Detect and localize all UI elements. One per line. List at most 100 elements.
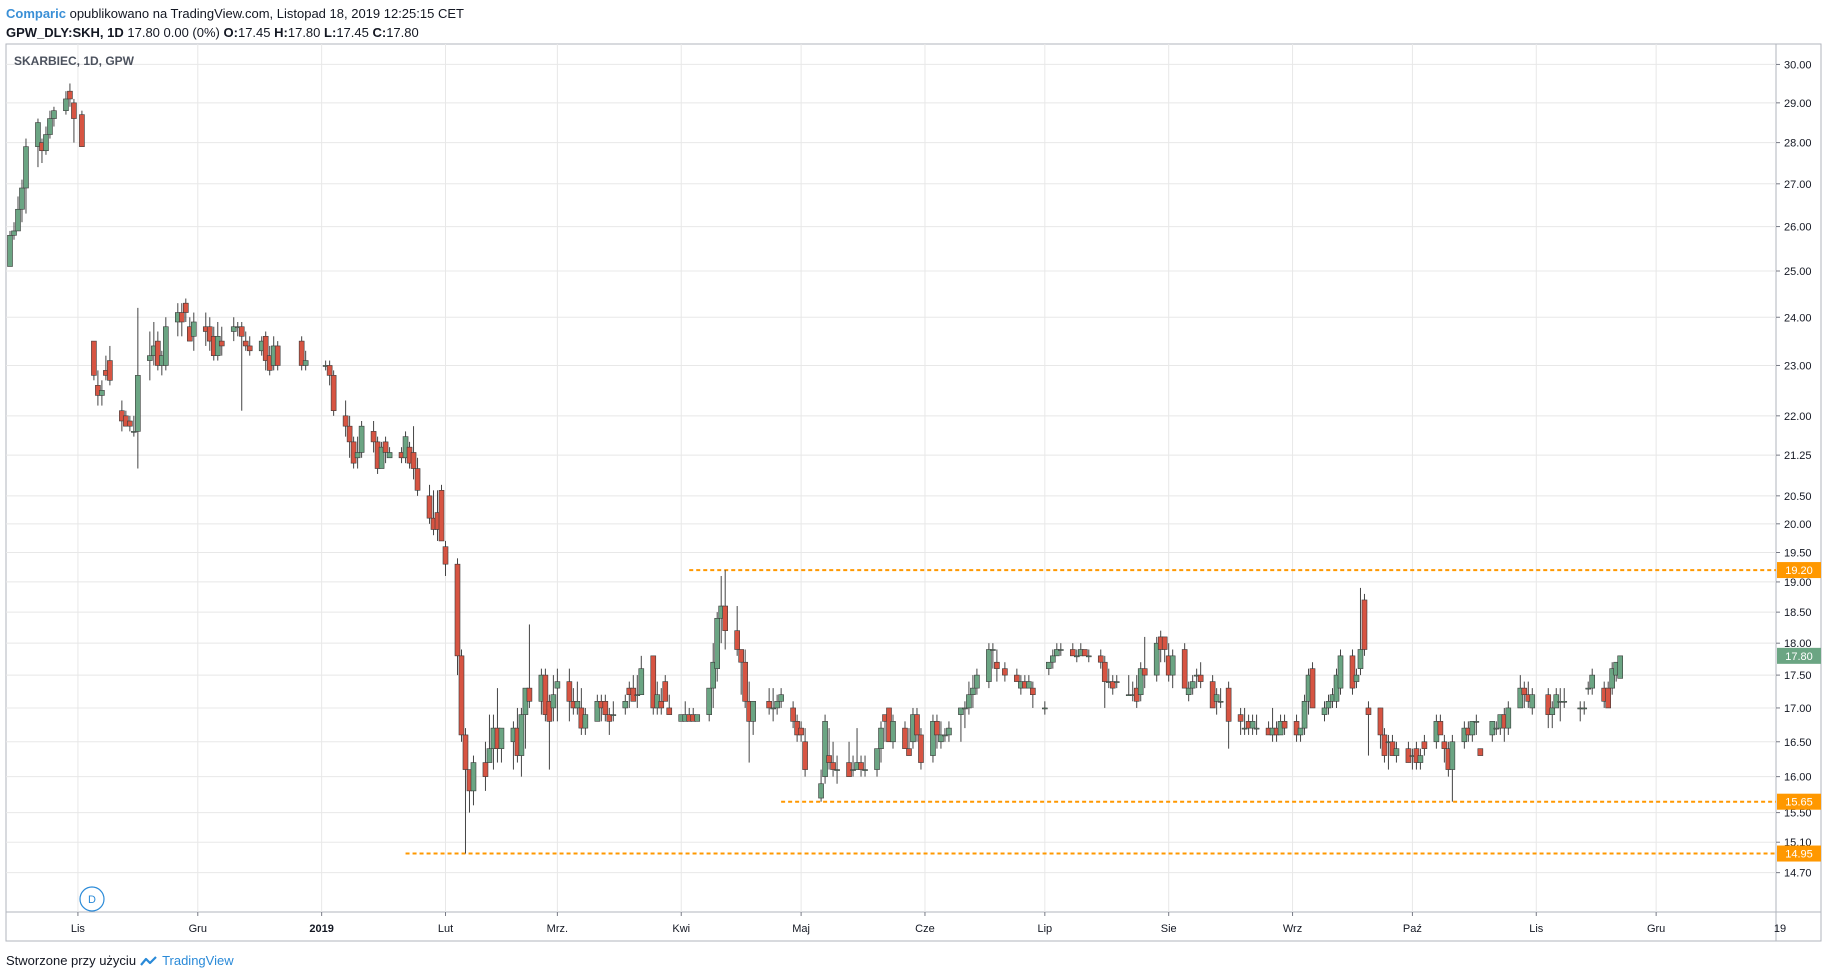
price-tick-label: 20.00 [1784,519,1812,531]
candle-down [1477,748,1484,756]
candle-down [127,415,133,432]
candle-up [1113,675,1120,689]
candle-down [1365,701,1372,756]
candle-down [494,688,501,763]
low-value: 17.45 [336,25,369,40]
candle-body [330,375,337,411]
candle-up [958,707,964,742]
candle-up [1297,727,1304,742]
candle-body [1169,655,1176,676]
candle-up [1489,721,1496,742]
candle-down [602,694,609,722]
candle-body [47,118,53,135]
candle-up [818,769,824,802]
candle-body [1549,707,1556,715]
publish-line: Comparic opublikowano na TradingView.com… [6,4,464,23]
candle-up [358,420,365,458]
candle-up [498,727,505,763]
interval-badge[interactable]: D [79,886,105,912]
candle-down [274,341,281,371]
candle-up [962,701,968,729]
candle-up [1137,662,1144,702]
candle-up [486,714,493,763]
last-quote: 17.80 0.00 (0%) [127,25,220,40]
candle-up [147,331,153,381]
candle-down [1545,688,1552,729]
candle-down [858,755,864,777]
candle-body [830,762,836,770]
candle-body [298,340,305,366]
candle-body [63,98,69,111]
candle-up [302,350,309,371]
candle-up [714,612,720,682]
candle-up [386,447,393,459]
candle-up [1301,694,1308,735]
price-tick-label: 18.50 [1784,607,1812,619]
candle-down [1521,681,1528,708]
author-link[interactable]: Comparic [6,6,66,21]
candle-down [1097,649,1104,669]
price-tick-label: 24.00 [1784,312,1812,324]
candle-down [442,540,449,576]
candle-body [582,714,589,729]
price-tick-label: 29.00 [1784,98,1812,110]
candle-down [662,675,669,702]
price-tick-label: 26.00 [1784,222,1812,234]
candle-down [155,331,161,371]
candle-body [694,714,701,722]
candle-body [1421,741,1428,749]
chart-header: Comparic opublikowano na TradingView.com… [6,4,464,42]
candle-down [458,649,465,742]
time-axis[interactable]: Lis Gru 2019 Lut Mrz. Kwi Maj Cze Lip Sie Wrz Paź Li… [71,912,1786,935]
candle-down [1209,675,1216,709]
time-tick-label: Sie [1161,923,1177,935]
candle-down [262,331,269,371]
candle-body [179,312,185,323]
tradingview-link[interactable]: TradingView [162,953,234,968]
candle-up [1026,675,1032,689]
candle-up [622,694,629,715]
price-tick-label: 27.00 [1784,179,1812,191]
level-lines [405,569,1776,855]
level-badge [1777,562,1821,579]
candle-up [822,714,828,784]
candle-down [218,326,225,356]
candle-up [190,312,197,351]
candle-body [554,681,561,689]
candle-down [326,360,333,386]
candle-body [206,326,213,342]
candle-body [878,727,884,749]
candle-down [71,98,77,143]
candle-up [63,91,69,115]
candle-body [1337,655,1344,689]
price-axis[interactable]: 30.00 29.00 28.00 27.00 26.00 25.00 24.00 23.00… [1776,59,1812,880]
candle-down [410,426,417,480]
candle-up [11,222,17,240]
candle-down [1109,675,1116,695]
candle-down [67,83,73,107]
candle-down [742,649,748,708]
candle-body [1437,721,1444,736]
candle-body [99,390,105,396]
candle-body [602,700,609,715]
candle-up [930,714,936,763]
candle-up [986,643,992,689]
candle-up [1609,662,1615,695]
candle-up [1469,721,1476,742]
time-tick-label: Kwi [672,923,690,935]
candle-body [826,755,832,763]
candle-body [914,714,920,736]
candle-body [1069,649,1076,657]
candle-up [1253,714,1260,735]
candle-body [1141,668,1148,676]
price-tick-label: 28.00 [1784,138,1812,150]
candle-body [750,700,756,722]
candle-up [1085,649,1092,663]
candle-body [1493,727,1500,730]
price-tick-label: 20.50 [1784,491,1812,503]
candle-up [610,701,617,722]
grid [6,44,1776,912]
candle-up [1321,701,1328,722]
candle-body [958,707,964,715]
